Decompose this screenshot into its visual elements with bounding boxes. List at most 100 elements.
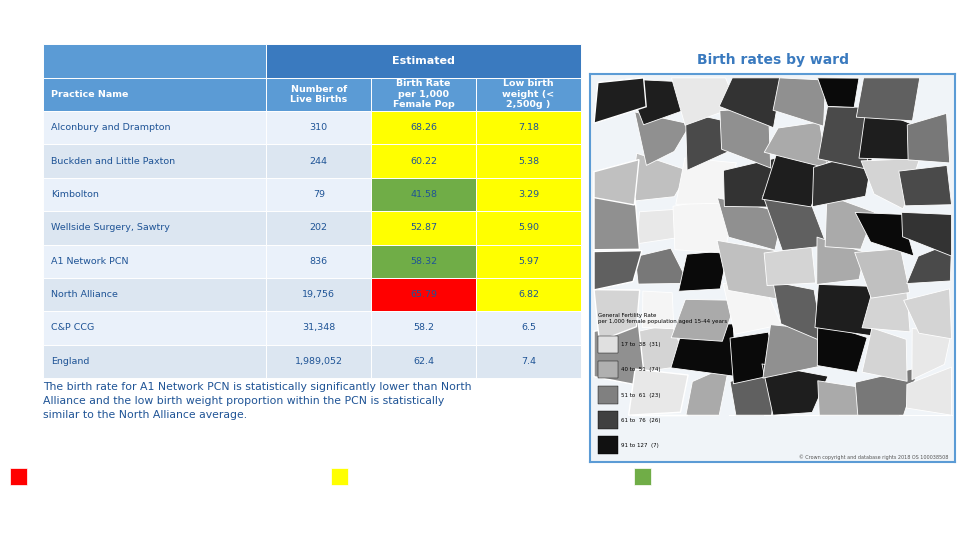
Text: 5.38: 5.38: [517, 157, 539, 166]
Text: 68.26: 68.26: [410, 123, 437, 132]
Bar: [10, 468, 27, 485]
Text: Estimated: Estimated: [392, 56, 455, 66]
Bar: [266, 345, 372, 378]
Text: statistically significantly lower than next level in hierarchy: statistically significantly lower than n…: [659, 479, 905, 488]
Bar: [476, 144, 581, 178]
Bar: [598, 361, 618, 379]
Text: 17 to  38  (31): 17 to 38 (31): [621, 342, 660, 347]
Text: Births and Fertility: Births and Fertility: [10, 10, 201, 29]
Bar: [372, 211, 476, 245]
Bar: [331, 468, 348, 485]
Text: 310: 310: [310, 123, 327, 132]
Text: 61 to  76  (26): 61 to 76 (26): [621, 418, 660, 423]
Text: C&P CCG: C&P CCG: [51, 323, 94, 333]
Bar: [43, 311, 266, 345]
Text: 1,989,052: 1,989,052: [295, 357, 343, 366]
Text: 6.5: 6.5: [521, 323, 536, 333]
Text: Source: C&P PHI based on NHS Digital Civil Registration Data, 2014-2016 and pati: Source: C&P PHI based on NHS Digital Civ…: [10, 522, 670, 530]
Bar: [372, 311, 476, 345]
Bar: [266, 245, 372, 278]
Text: 60.22: 60.22: [410, 157, 437, 166]
Text: 3.29: 3.29: [517, 190, 539, 199]
Text: General Fertility Rate
per 1,000 female population aged 15-44 years: General Fertility Rate per 1,000 female …: [598, 313, 727, 324]
Text: 5.97: 5.97: [517, 256, 539, 266]
Bar: [372, 178, 476, 211]
Bar: [43, 278, 266, 311]
Text: 5.90: 5.90: [517, 224, 539, 232]
Text: 244: 244: [310, 157, 327, 166]
Bar: [43, 144, 266, 178]
Text: Low birth
weight (<
2,500g ): Low birth weight (< 2,500g ): [502, 79, 555, 109]
Text: 31,348: 31,348: [302, 323, 335, 333]
Bar: [266, 144, 372, 178]
Bar: [476, 278, 581, 311]
Bar: [372, 278, 476, 311]
Text: 836: 836: [310, 256, 327, 266]
Bar: [476, 311, 581, 345]
Bar: [476, 178, 581, 211]
Text: Birth Rate
per 1,000
Female Pop: Birth Rate per 1,000 Female Pop: [393, 79, 454, 109]
Text: Practice Name: Practice Name: [51, 90, 129, 99]
Text: Alconbury and Drampton: Alconbury and Drampton: [51, 123, 171, 132]
Polygon shape: [594, 322, 645, 387]
Bar: [266, 178, 372, 211]
Polygon shape: [594, 78, 646, 123]
Bar: [43, 78, 266, 111]
Polygon shape: [594, 160, 639, 205]
Text: England: England: [51, 357, 89, 366]
Text: Kimbolton: Kimbolton: [51, 190, 99, 199]
Text: Buckden and Little Paxton: Buckden and Little Paxton: [51, 157, 176, 166]
Bar: [598, 336, 618, 353]
Bar: [43, 345, 266, 378]
Text: 7.18: 7.18: [517, 123, 539, 132]
Text: Note:  Relates to Cambridgeshire and Peterborough residents only: Note: Relates to Cambridgeshire and Pete…: [10, 500, 311, 509]
Text: 6.82: 6.82: [517, 290, 539, 299]
Bar: [43, 178, 266, 211]
Text: 65.79: 65.79: [410, 290, 437, 299]
Bar: [266, 78, 372, 111]
Text: The birth rate for A1 Network PCN is statistically significantly lower than Nort: The birth rate for A1 Network PCN is sta…: [43, 382, 471, 420]
Text: 58.2: 58.2: [413, 323, 434, 333]
Bar: [372, 345, 476, 378]
Bar: [598, 386, 618, 403]
Text: Wellside Surgery, Sawtry: Wellside Surgery, Sawtry: [51, 224, 170, 232]
Text: North Alliance: North Alliance: [51, 290, 118, 299]
Text: statistically similar to next level in hierarchy: statistically similar to next level in h…: [356, 479, 543, 488]
Bar: [476, 78, 581, 111]
Text: 7.4: 7.4: [521, 357, 536, 366]
Text: 58.32: 58.32: [410, 256, 437, 266]
Bar: [598, 436, 618, 454]
Polygon shape: [594, 289, 639, 341]
Bar: [476, 211, 581, 245]
Text: Birth rates by ward: Birth rates by ward: [697, 53, 849, 67]
Polygon shape: [629, 369, 688, 415]
Text: 41.58: 41.58: [410, 190, 437, 199]
Text: 91 to 127  (7): 91 to 127 (7): [621, 443, 660, 448]
Bar: [266, 311, 372, 345]
Bar: [266, 278, 372, 311]
Bar: [476, 345, 581, 378]
Polygon shape: [594, 251, 642, 290]
Text: statistically significantly higher than next level in hierarchy: statistically significantly higher than …: [35, 479, 285, 488]
Text: 202: 202: [310, 224, 327, 232]
Bar: [476, 111, 581, 144]
Text: 40 to  51  (74): 40 to 51 (74): [621, 367, 660, 372]
Bar: [476, 245, 581, 278]
Bar: [266, 44, 581, 78]
Bar: [634, 468, 651, 485]
Bar: [372, 111, 476, 144]
Text: 62.4: 62.4: [413, 357, 434, 366]
Text: A1 Network PCN: A1 Network PCN: [51, 256, 129, 266]
Bar: [372, 144, 476, 178]
Bar: [43, 111, 266, 144]
Bar: [43, 44, 266, 78]
Text: Number of
Live Births: Number of Live Births: [290, 85, 348, 104]
Text: 79: 79: [313, 190, 324, 199]
Text: 52.87: 52.87: [410, 224, 437, 232]
Bar: [372, 78, 476, 111]
Bar: [266, 111, 372, 144]
Bar: [372, 245, 476, 278]
Bar: [266, 211, 372, 245]
Text: 19,756: 19,756: [302, 290, 335, 299]
Bar: [43, 211, 266, 245]
